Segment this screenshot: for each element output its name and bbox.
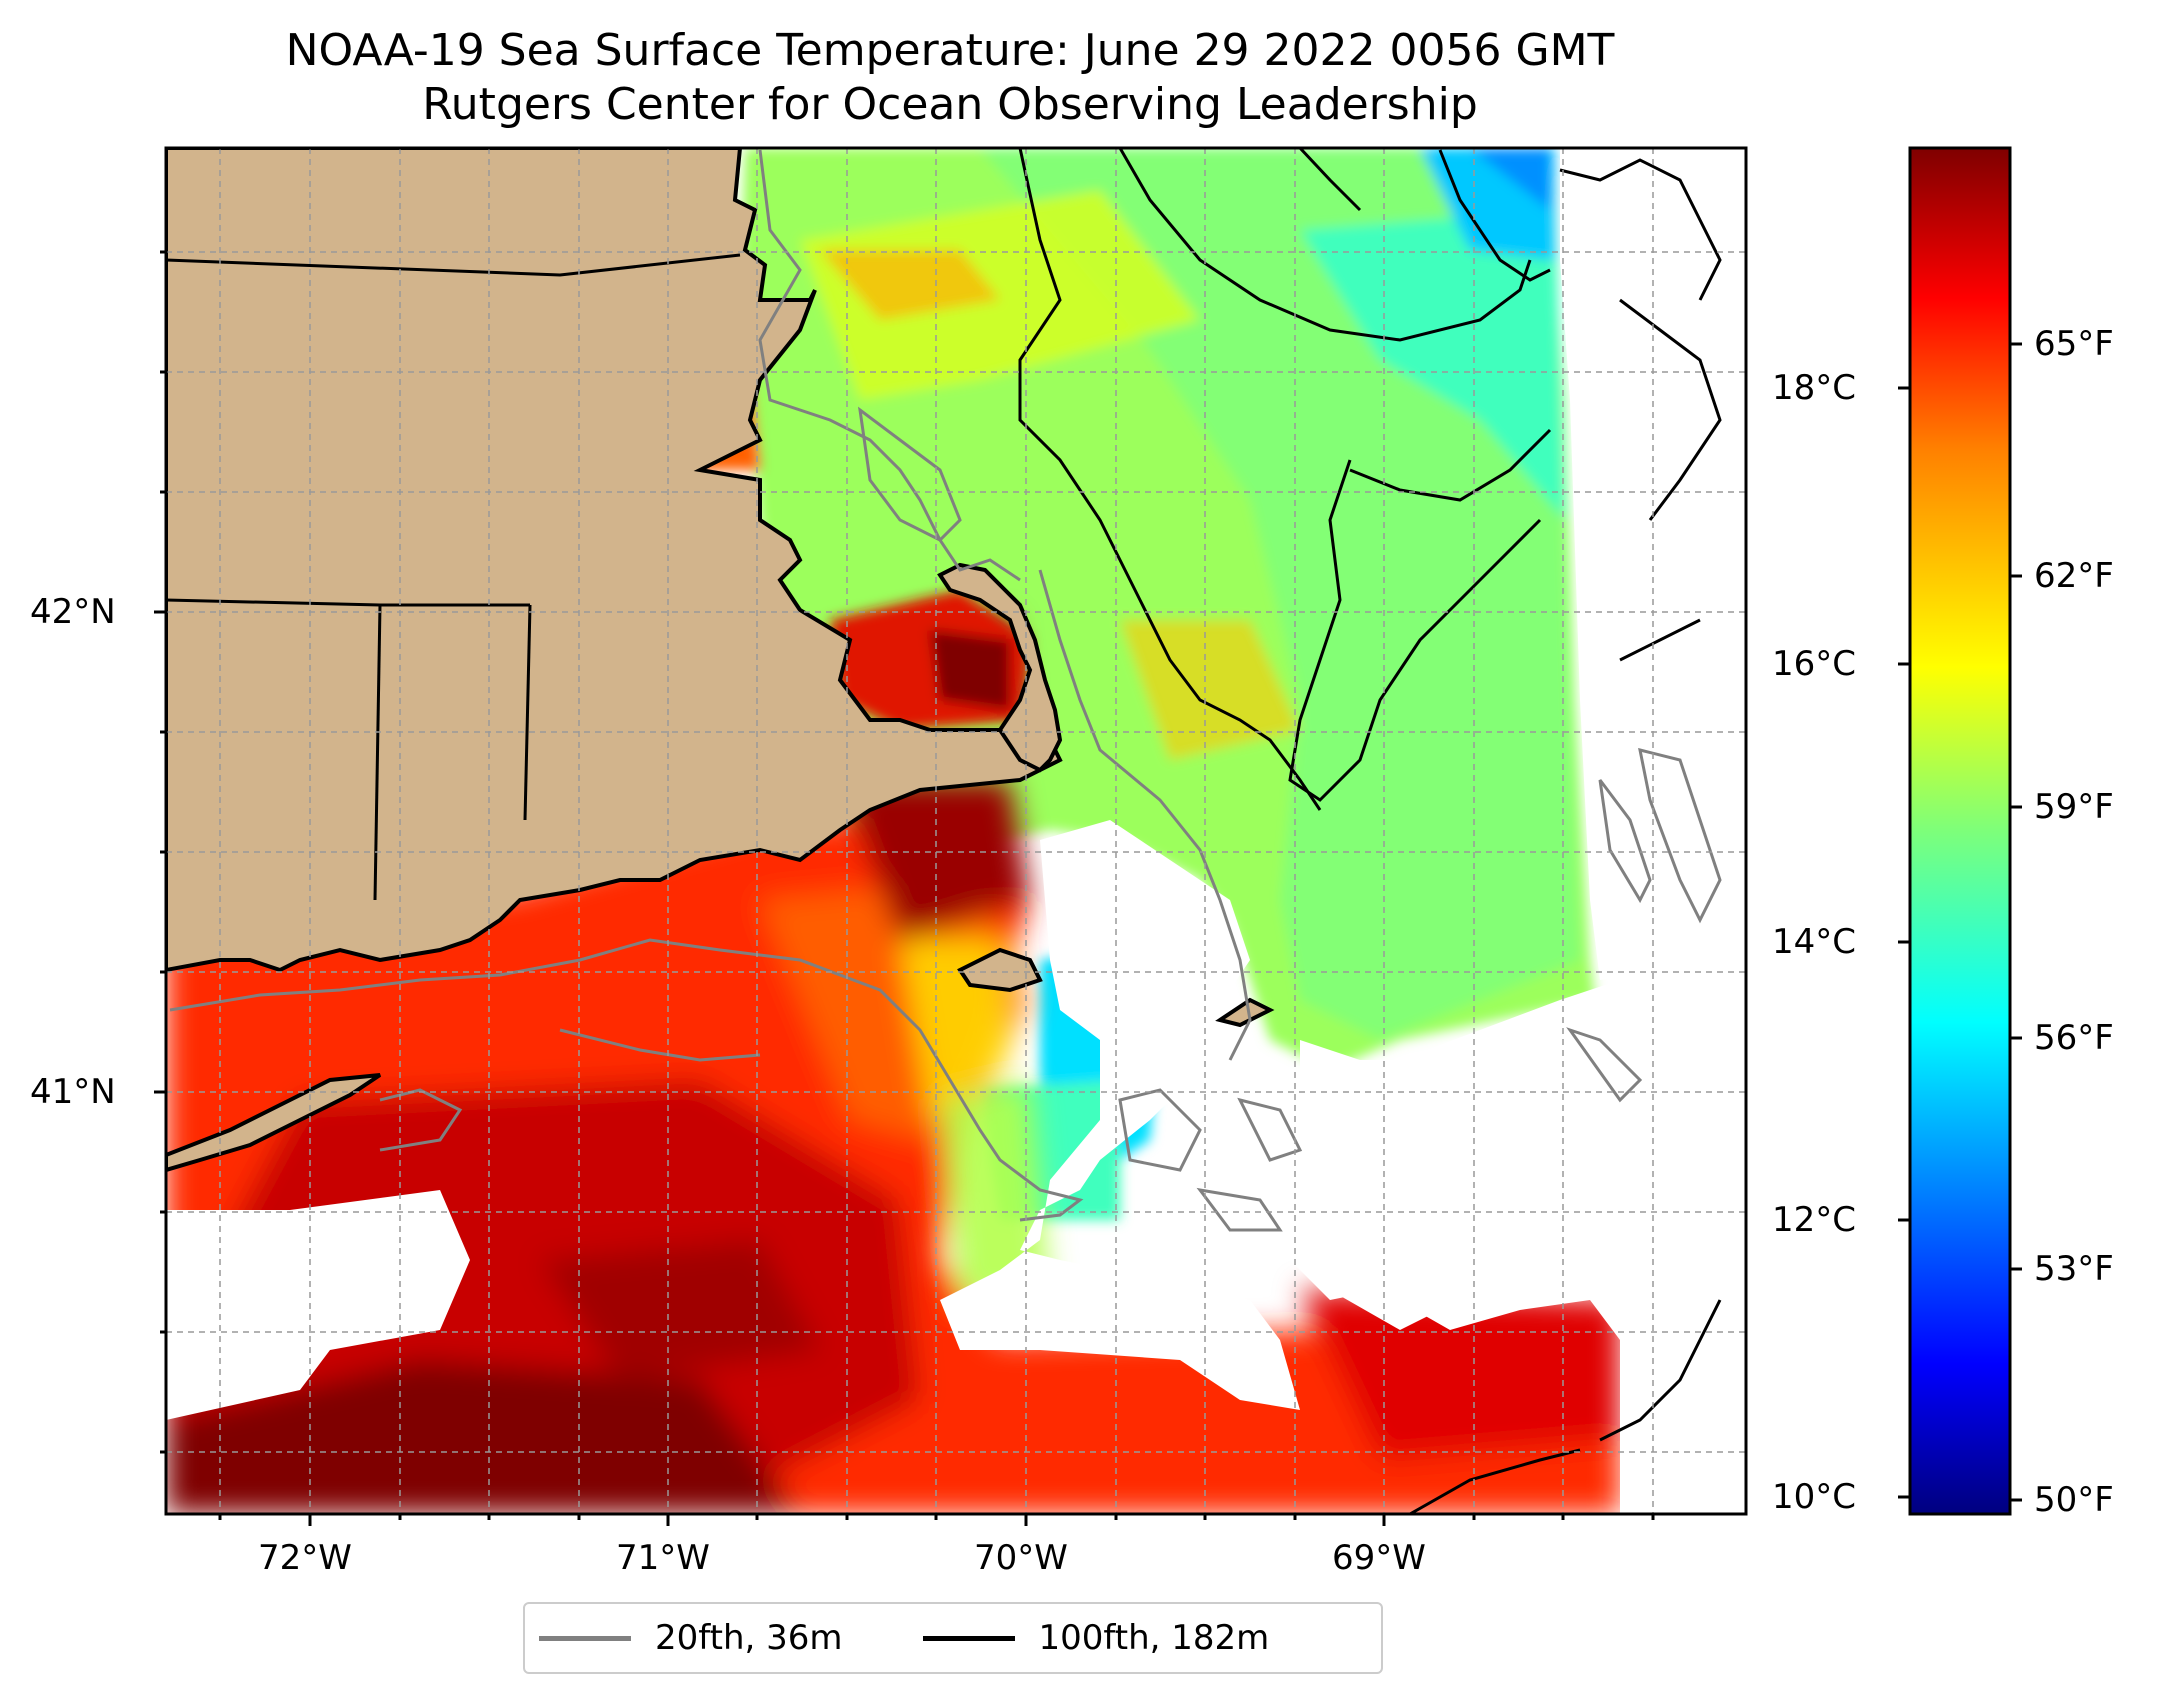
legend-label-20fth: 20fth, 36m	[655, 1618, 843, 1658]
gridlines	[166, 148, 1746, 1514]
legend-item-20fth: 20fth, 36m	[539, 1618, 843, 1658]
chart-title: NOAA-19 Sea Surface Temperature: June 29…	[285, 25, 1615, 76]
lat-label-41n: 41°N	[30, 1072, 116, 1112]
colorbar-c-12: 12°C	[1772, 1200, 1857, 1240]
legend-swatch-20fth	[539, 1635, 631, 1641]
sst-field	[166, 148, 1746, 1514]
lon-label-70w: 70°W	[974, 1538, 1068, 1578]
colorbar-f-59: 59°F	[2034, 787, 2114, 827]
legend-swatch-100fth	[922, 1635, 1015, 1641]
colorbar-ticks	[1898, 342, 2022, 1502]
colorbar-f-56: 56°F	[2034, 1018, 2114, 1058]
x-ticks	[218, 1514, 1655, 1526]
legend: 20fth, 36m 100fth, 182m	[523, 1602, 1383, 1674]
colorbar-c-14: 14°C	[1772, 922, 1857, 962]
lon-label-71w: 71°W	[616, 1538, 710, 1578]
land	[166, 148, 1275, 1173]
colorbar	[1908, 146, 2012, 1516]
colorbar-f-62: 62°F	[2034, 556, 2114, 596]
contour-100fth	[1018, 148, 1722, 1514]
legend-item-100fth: 100fth, 182m	[922, 1618, 1270, 1658]
lon-label-69w: 69°W	[1332, 1538, 1426, 1578]
map-frame	[164, 146, 1748, 1516]
colorbar-c-16: 16°C	[1772, 644, 1857, 684]
contour-20fth	[169, 149, 1722, 1232]
lat-label-42n: 42°N	[30, 592, 116, 632]
colorbar-c-18: 18°C	[1772, 368, 1857, 408]
colorbar-f-50: 50°F	[2034, 1480, 2114, 1520]
y-ticks	[154, 250, 166, 1454]
colorbar-c-10: 10°C	[1772, 1477, 1857, 1517]
colorbar-f-53: 53°F	[2034, 1249, 2114, 1289]
chart-subtitle: Rutgers Center for Ocean Observing Leade…	[422, 79, 1478, 130]
legend-label-100fth: 100fth, 182m	[1038, 1618, 1270, 1658]
colorbar-f-65: 65°F	[2034, 324, 2114, 364]
lon-label-72w: 72°W	[258, 1538, 352, 1578]
